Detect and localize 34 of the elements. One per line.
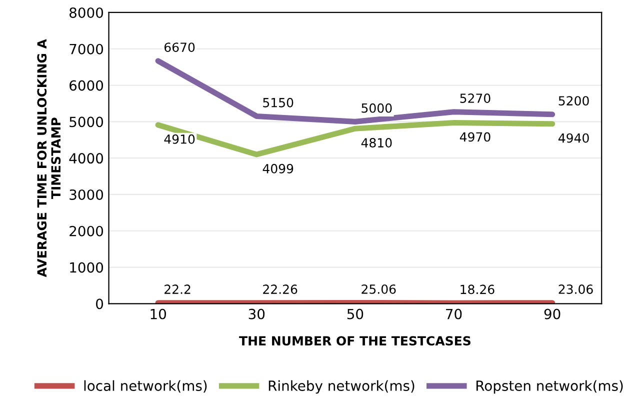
x-tick-label: 10 (150, 308, 166, 320)
data-label: 4910 (164, 134, 195, 144)
legend-label: Rinkeby network(ms) (268, 380, 414, 394)
y-tick-label: 6000 (70, 80, 104, 91)
y-tick-label: 3000 (70, 189, 104, 200)
y-axis-title: AVERAGE TIME FOR UNLOCKING A TIMESTAMP (37, 39, 61, 278)
x-tick-label: 90 (544, 308, 560, 320)
legend-label: Ropsten network(ms) (476, 380, 623, 394)
data-label: 5000 (362, 103, 392, 113)
y-tick-label: 2000 (70, 226, 104, 236)
data-label: 22.2 (164, 284, 190, 294)
x-tick-label: 70 (446, 308, 462, 320)
legend-label: local network(ms) (84, 380, 207, 393)
y-tick-label: 8000 (70, 7, 104, 18)
data-label: 22.26 (263, 284, 298, 294)
x-tick-label: 50 (347, 308, 364, 320)
data-label: 5270 (460, 94, 490, 103)
y-tick-label: 0 (96, 298, 104, 310)
data-label: 23.06 (558, 284, 593, 294)
data-label: 18.26 (460, 284, 494, 294)
y-tick-label: 1000 (70, 262, 104, 273)
data-label: 4099 (262, 164, 294, 174)
x-axis-title: THE NUMBER OF THE TESTCASES (239, 336, 470, 346)
data-label: 4970 (460, 132, 490, 142)
data-label: 5200 (558, 96, 589, 106)
data-label: 5150 (263, 98, 294, 108)
data-label: 4940 (558, 133, 589, 143)
data-label: 25.06 (362, 284, 396, 294)
data-label: 6670 (164, 42, 195, 52)
data-label: 4810 (361, 138, 392, 148)
y-tick-label: 5000 (70, 116, 104, 128)
y-tick-label: 7000 (70, 44, 104, 54)
y-tick-label: 4000 (69, 153, 104, 164)
x-tick-label: 30 (248, 308, 265, 320)
